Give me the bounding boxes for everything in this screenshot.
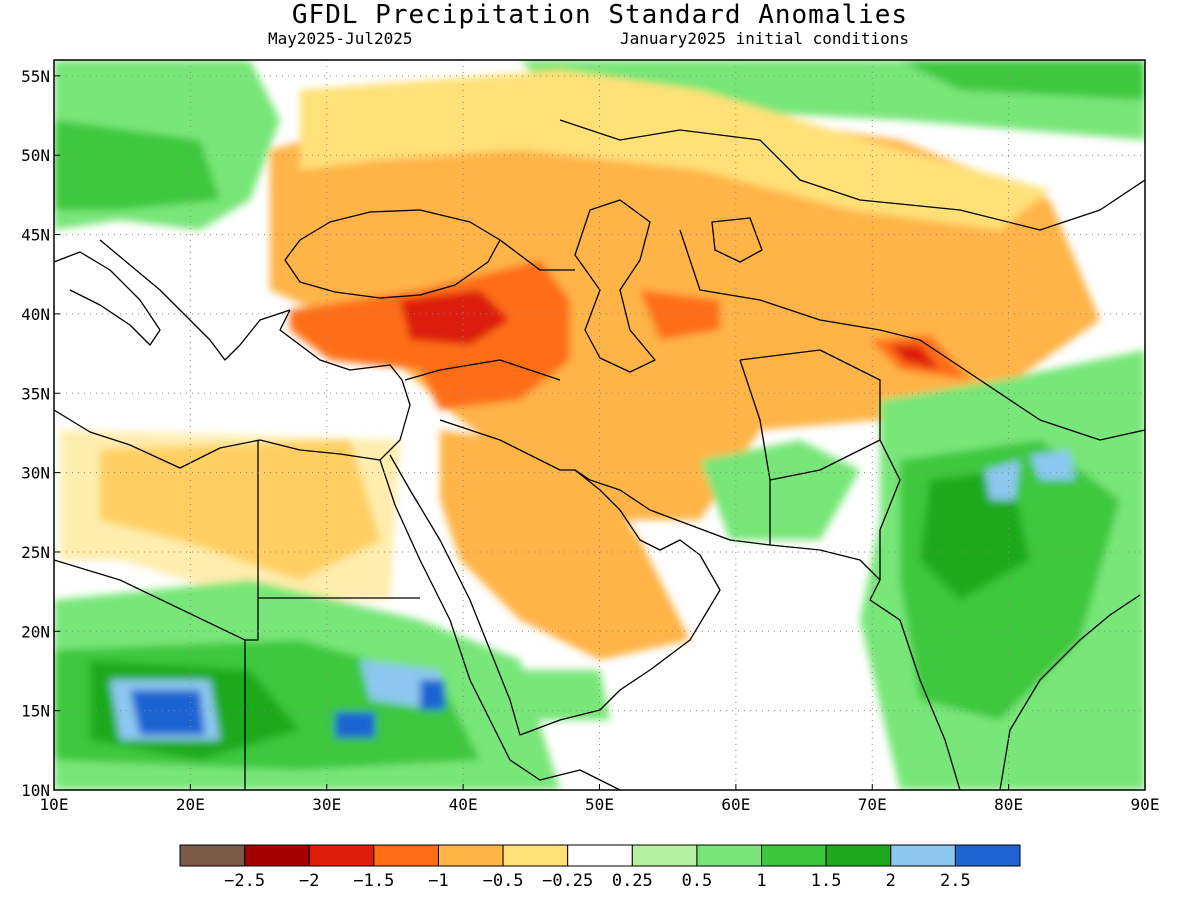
anomaly-region-caspian-deep-orange (640, 290, 720, 340)
color-bar-label: −1.5 (353, 871, 394, 891)
lon-tick-label: 70E (858, 795, 887, 814)
turkey-syria-border (404, 359, 561, 381)
color-bar (179, 844, 1021, 867)
anomaly-region-himalaya-red (890, 345, 940, 370)
lon-tick-label: 20E (176, 795, 205, 814)
anomaly-region-north-yellow (300, 70, 1050, 230)
pakistan-india-border (879, 439, 901, 580)
forecast-period: May2025-Jul2025 (268, 29, 413, 48)
lat-tick-label: 15N (21, 702, 50, 721)
color-bar-label: −1 (428, 871, 448, 891)
anomaly-region-europe-dark-green (54, 120, 220, 210)
balkans-coastline (99, 239, 291, 361)
color-bar-labels: −2.5 −2 −1.5 −1 −0.5 −0.25 0.25 0.5 1 1.5 2 2.5 (224, 871, 971, 891)
persian-gulf-coastline (574, 469, 771, 546)
lat-tick-label: 20N (21, 622, 50, 641)
anomaly-region-india-blue (985, 460, 1020, 500)
color-bar-swatch (761, 844, 827, 867)
anomaly-region-siberia-green (900, 60, 1145, 100)
anomaly-region-yemen-green (500, 670, 610, 720)
anomaly-region-arabia-orange (440, 430, 690, 660)
italy-coastline (54, 251, 161, 346)
anomaly-region-eastern-turkey-red (400, 290, 510, 345)
lon-tick-label: 80E (994, 795, 1023, 814)
color-bar-swatch (437, 844, 504, 867)
lat-tick-label: 40N (21, 305, 50, 324)
map-title: GFDL Precipitation Standard Anomalies (291, 0, 909, 30)
lon-tick-label: 60E (721, 795, 750, 814)
color-bar-swatch (890, 844, 956, 867)
kazakhstan-south-border (679, 229, 881, 331)
black-sea-coastline (284, 209, 501, 299)
color-bar-label: −0.5 (483, 871, 524, 891)
lon-tick-label: 30E (312, 795, 341, 814)
aral-sea-coastline (711, 217, 763, 263)
north-africa-coastline (54, 379, 411, 469)
lat-tick-label: 55N (21, 67, 50, 86)
iraq-border (439, 419, 575, 471)
color-bar-swatch (825, 844, 892, 867)
color-bar-label: −2 (299, 871, 319, 891)
latitude-labels: 10N 15N 20N 25N 30N 35N 40N 45N 50N 55N (21, 67, 60, 800)
color-bar-label: 0.25 (612, 871, 653, 891)
india-east-coastline (999, 594, 1141, 790)
lon-tick-label: 40E (449, 795, 478, 814)
iran-east-border (739, 359, 771, 545)
color-bar-swatch (696, 844, 763, 867)
lat-tick-label: 50N (21, 146, 50, 165)
anomaly-region-india-strong-green (920, 470, 1030, 600)
anomaly-region-pakistan-green (700, 440, 860, 540)
lon-tick-label: 10E (40, 795, 69, 814)
himalaya-border (879, 329, 1145, 441)
arabia-west-coastline (389, 454, 621, 736)
caspian-sea-coastline (574, 199, 656, 373)
color-bar-label: 2 (886, 871, 896, 891)
color-bar-label: 2.5 (940, 871, 971, 891)
color-bar-label: −2.5 (224, 871, 265, 891)
color-bar-label: 0.5 (682, 871, 713, 891)
color-bar-label: 1 (756, 871, 766, 891)
initial-conditions: January2025 initial conditions (620, 29, 909, 48)
lon-tick-label: 90E (1131, 795, 1160, 814)
anomaly-field (54, 60, 1145, 790)
red-sea-west-coastline (379, 459, 511, 761)
lon-tick-label: 50E (585, 795, 614, 814)
color-bar-label: 1.5 (811, 871, 842, 891)
lat-tick-label: 45N (21, 226, 50, 245)
makran-coastline (769, 544, 881, 581)
color-bar-swatch (631, 844, 698, 867)
arabia-east-coastline (574, 469, 721, 691)
lat-tick-label: 30N (21, 464, 50, 483)
lat-tick-label: 25N (21, 543, 50, 562)
coastlines-and-borders (54, 119, 1145, 790)
anomaly-region-sudan-dark-blue (335, 712, 375, 738)
lat-tick-label: 10N (21, 781, 50, 800)
color-bar-swatch (308, 844, 375, 867)
color-bar-swatch (179, 844, 246, 867)
india-west-coastline (869, 579, 961, 790)
libya-egypt-border (244, 440, 259, 790)
longitude-labels: 10E 20E 30E 40E 50E 60E 70E 80E 90E (40, 784, 1160, 814)
color-bar-label: −0.25 (542, 871, 593, 891)
anomaly-region-ganges-blue (1030, 450, 1075, 480)
anomaly-region-chad-dark-blue (130, 690, 205, 735)
caucasus-border (499, 239, 575, 271)
sahara-border (54, 559, 246, 641)
central-asia-border (559, 119, 1145, 231)
lat-tick-label: 35N (21, 384, 50, 403)
afghanistan-border (739, 349, 881, 481)
color-bar-swatch (502, 844, 569, 867)
color-bar-swatch (567, 844, 633, 867)
anomaly-region-ethiopia-dark-blue (420, 680, 445, 710)
turkey-coastline (279, 309, 403, 381)
color-bar-swatch (244, 844, 310, 867)
color-bar-swatch (954, 844, 1021, 867)
color-bar-swatch (373, 844, 439, 867)
